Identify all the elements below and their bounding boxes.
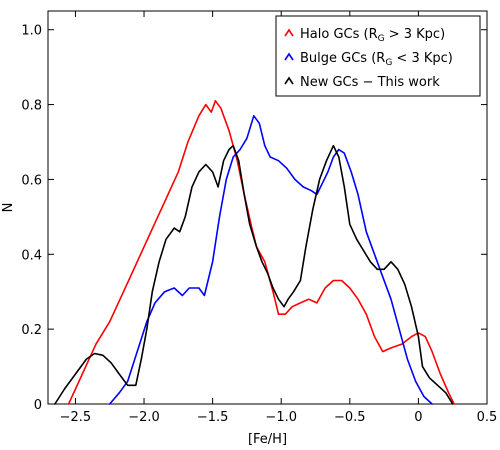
plot-area [47,10,488,405]
x-tick-label: −1.5 [197,410,229,425]
legend: Halo GCs (RG > 3 Kpc)Bulge GCs (RG < 3 K… [275,15,481,97]
y-tick-label: 0.6 [21,173,42,188]
x-tick-label: −0.5 [334,410,366,425]
legend-label-text: < 3 Kpc) [392,51,453,66]
series-line-1 [108,115,433,405]
legend-label-2: New GCs − This work [300,75,440,90]
x-tick-label: 0.5 [477,410,498,425]
legend-label-subscript: G [378,34,385,44]
x-tick-label: −1.0 [265,410,297,425]
series-lines [54,100,455,405]
legend-label-text: Halo GCs (R [300,27,378,42]
x-tick-label: 0 [414,410,422,425]
legend-box [275,15,481,97]
legend-label-0: Halo GCs (RG > 3 Kpc) [300,27,445,44]
y-tick-label: 0.4 [21,248,42,263]
x-tick-label: −2.5 [60,410,92,425]
legend-marker-0 [284,28,294,37]
y-tick-label: 0.8 [21,99,42,114]
legend-label-text: > 3 Kpc) [385,27,446,42]
legend-label-1: Bulge GCs (RG < 3 Kpc) [300,51,453,68]
x-tick-label: −2.0 [128,410,160,425]
legend-marker-2 [284,76,294,85]
y-axis-label: N [1,203,16,213]
series-line-0 [67,100,455,405]
plot-frame [47,10,488,405]
y-tick-label: 0 [34,398,42,413]
y-tick-label: 0.2 [21,323,42,338]
series-line-2 [54,144,454,405]
y-tick-label: 1.0 [21,24,42,39]
legend-label-text: Bulge GCs (R [300,51,385,66]
legend-marker-1 [284,52,294,61]
x-axis-label: [Fe/H] [248,432,287,447]
legend-label-text: New GCs − This work [300,75,440,90]
axis-ticks: −2.5 −2.0 −1.5 −1.0 −0.5 0 0.5 0 0.2 0.4 0.6 0.8 1.0 [21,11,497,425]
legend-label-subscript: G [385,58,392,68]
